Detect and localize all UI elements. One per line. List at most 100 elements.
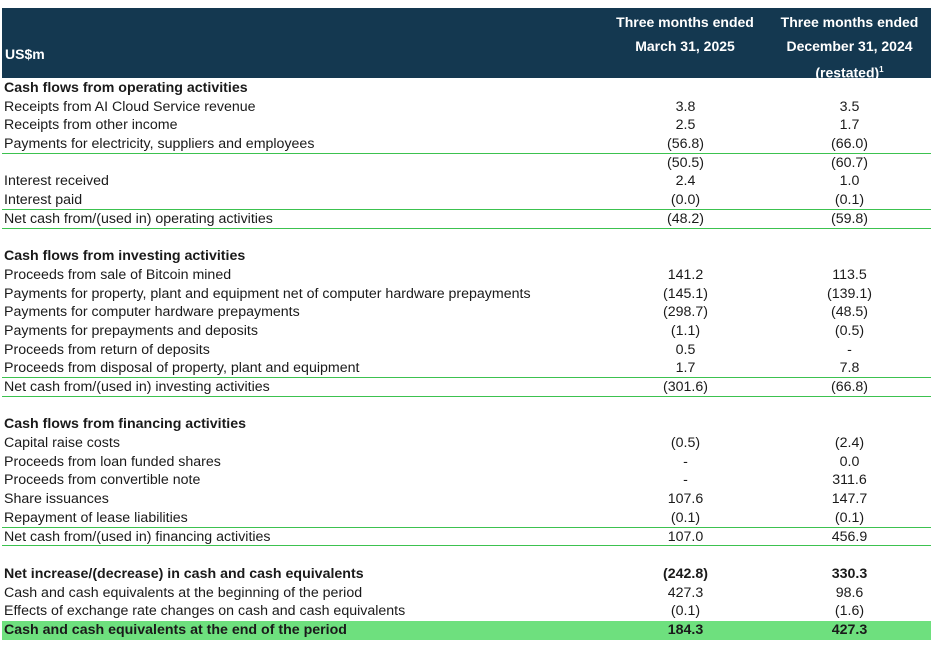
row-label: Payments for electricity, suppliers and … [4,136,315,153]
value-q1-2025: (0.0) [670,192,701,209]
value-q4-2024: (60.7) [830,154,869,171]
table-row: Cash and cash equivalents at the end of … [2,620,931,640]
cash-flow-table: Cash flows from operating activities Rece… [2,79,931,640]
value-q1-2025: (242.8) [663,565,708,582]
column-header-line: Three months ended [616,14,754,30]
column-header-line: March 31, 2025 [635,38,735,54]
row-label: Proceeds from convertible note [4,472,201,489]
value-q1-2025: (0.1) [670,603,701,620]
value-q4-2024: (0.1) [834,509,865,526]
row-label: Proceeds from return of deposits [4,341,210,358]
value-q4-2024: - [847,341,852,358]
value-q4-2024: (0.5) [834,322,865,339]
section-heading-row: Cash flows from investing activities [2,247,931,266]
row-label: Cash flows from operating activities [4,80,248,96]
value-q4-2024: (139.1) [827,285,872,302]
section-heading-row: Cash flows from financing activities [2,415,931,434]
table-row: Payments for property, plant and equipme… [2,285,931,304]
table-row: Repayment of lease liabilities (0.1) (0.1) [2,509,931,528]
row-label: Net increase/(decrease) in cash and cash… [4,565,364,582]
value-q4-2024: 98.6 [835,584,864,601]
value-q4-2024: (2.4) [834,435,865,452]
value-q1-2025: (1.1) [670,322,701,339]
spacer-row [2,397,931,416]
table-row: Net increase/(decrease) in cash and cash… [2,565,931,584]
row-label: Receipts from other income [4,117,178,134]
row-label: Cash and cash equivalents at the beginni… [4,584,363,601]
row-label: Proceeds from sale of Bitcoin mined [4,266,232,283]
table-row: Share issuances 107.6 147.7 [2,490,931,509]
table-row: Effects of exchange rate changes on cash… [2,602,931,621]
table-row: Payments for computer hardware prepaymen… [2,303,931,322]
value-q4-2024: (48.5) [830,304,869,321]
row-label: Net cash from/(used in) investing activi… [4,379,270,395]
row-label: Capital raise costs [4,435,120,452]
spacer-row [2,229,931,248]
value-q1-2025: (48.2) [666,210,705,227]
row-label: Proceeds from loan funded shares [4,453,221,470]
table-row: Payments for prepayments and deposits (1.… [2,322,931,341]
row-label: Cash flows from financing activities [4,416,247,433]
value-q4-2024: 330.3 [831,565,868,582]
column-header-q4-2024: Three months ended December 31, 2024 (re… [768,10,931,85]
value-q1-2025: - [683,472,688,489]
value-q4-2024: 1.7 [839,117,860,134]
row-label: Repayment of lease liabilities [4,509,188,526]
value-q4-2024: (66.8) [830,379,869,395]
value-q1-2025: 1.7 [675,360,696,377]
footnote-marker: 1 [879,65,884,74]
value-q1-2025: (50.5) [666,154,705,171]
table-row: Receipts from other income 2.5 1.7 [2,116,931,135]
table-row: Capital raise costs (0.5) (2.4) [2,434,931,453]
value-q1-2025: 3.8 [675,98,696,115]
value-q1-2025: (0.1) [670,509,701,526]
value-q1-2025: (56.8) [666,136,705,153]
row-label: Interest paid [4,192,83,209]
table-row: Net cash from/(used in) financing activi… [2,528,931,547]
spacer-row [2,546,931,565]
section-heading-row: Cash flows from operating activities [2,79,931,98]
table-row: Net cash from/(used in) operating activi… [2,210,931,229]
value-q1-2025: (145.1) [663,285,708,302]
value-q4-2024: 427.3 [831,621,868,638]
table-row: Payments for electricity, suppliers and … [2,135,931,154]
row-label: Net cash from/(used in) operating activi… [4,210,273,227]
value-q4-2024: 1.0 [839,173,860,190]
column-header-line: (restated)1 [768,58,931,85]
column-header-line: Three months ended [780,14,919,30]
value-q1-2025: 427.3 [667,584,704,601]
row-label: Receipts from AI Cloud Service revenue [4,98,256,115]
table-row: Interest paid (0.0) (0.1) [2,191,931,210]
table-row: Interest received 2.4 1.0 [2,172,931,191]
column-header-q1-2025: Three months ended March 31, 2025 [602,10,768,58]
value-q1-2025: - [683,453,688,470]
value-q4-2024: (59.8) [830,210,869,227]
value-q4-2024: (0.1) [834,192,865,209]
value-q4-2024: (1.6) [834,603,865,620]
row-label: Share issuances [4,491,109,508]
value-q1-2025: 107.0 [667,528,704,545]
table-row: (50.5) (60.7) [2,154,931,173]
value-q1-2025: 0.5 [675,341,696,358]
row-label: Interest received [4,173,109,190]
table-row: Net cash from/(used in) investing activi… [2,378,931,397]
row-label: Cash flows from investing activities [4,248,246,265]
row-label: Cash and cash equivalents at the end of … [4,621,347,638]
table-row: Proceeds from convertible note - 311.6 [2,471,931,490]
value-q1-2025: (301.6) [663,379,708,395]
value-q4-2024: 456.9 [831,528,868,545]
restated-label: (restated) [815,64,880,81]
value-q4-2024: 113.5 [832,266,867,283]
value-q4-2024: 311.6 [832,472,867,489]
value-q1-2025: 107.6 [667,491,704,508]
row-label: Payments for computer hardware prepaymen… [4,304,300,321]
value-q1-2025: (298.7) [663,304,708,321]
unit-label: US$m [5,46,45,62]
row-label: Payments for property, plant and equipme… [4,285,531,302]
value-q1-2025: 2.5 [675,117,696,134]
column-header-line: December 31, 2024 [786,38,913,54]
table-row: Cash and cash equivalents at the beginni… [2,584,931,603]
row-label: Net cash from/(used in) financing activi… [4,528,271,545]
table-row: Proceeds from loan funded shares - 0.0 [2,453,931,472]
table-row: Proceeds from disposal of property, plan… [2,359,931,378]
